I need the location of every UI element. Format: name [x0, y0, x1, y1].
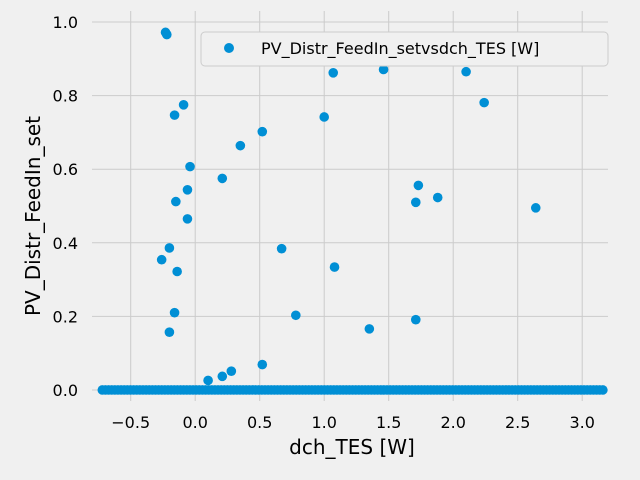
- data-point: [329, 262, 340, 272]
- data-point: [257, 359, 268, 370]
- data-point: [328, 68, 339, 78]
- data-point: [185, 161, 195, 172]
- y-axis-ticks: 0.0 0.2 0.4 0.6 0.8 1.0: [53, 13, 78, 400]
- data-point: [235, 140, 246, 151]
- zero-value-band: [97, 385, 608, 395]
- y-tick-label: 0.0: [53, 381, 78, 400]
- data-point: [432, 192, 443, 203]
- data-point: [410, 314, 421, 325]
- x-axis-ticks: −0.5 0.0 0.5 1.0 1.5 2.0 2.5 3.0: [111, 413, 595, 432]
- data-point: [257, 126, 268, 137]
- data-point: [276, 243, 287, 254]
- y-tick-label: 1.0: [53, 13, 78, 32]
- y-tick-label: 0.4: [53, 234, 78, 253]
- y-tick-label: 0.8: [53, 87, 78, 106]
- data-point: [182, 185, 193, 195]
- legend-box: [200, 31, 609, 67]
- grid: [92, 11, 608, 401]
- data-point: [319, 112, 330, 122]
- legend: PV_Distr_FeedIn_setvsdch_TES [W]: [200, 31, 609, 67]
- zero-point: [598, 385, 608, 395]
- data-point: [378, 64, 389, 75]
- y-tick-label: 0.2: [53, 307, 78, 326]
- data-point: [162, 29, 172, 40]
- x-axis-label: dch_TES [W]: [289, 435, 415, 459]
- data-point: [364, 324, 375, 334]
- x-tick-label: 1.5: [376, 413, 401, 432]
- data-point: [217, 173, 228, 184]
- data-point: [178, 100, 189, 110]
- x-tick-label: 0.5: [247, 413, 272, 432]
- data-point: [461, 66, 471, 77]
- data-point: [226, 366, 237, 376]
- data-point: [530, 203, 541, 213]
- x-tick-label: 0.0: [182, 413, 207, 432]
- data-point: [479, 97, 489, 108]
- x-tick-label: −0.5: [111, 413, 150, 432]
- data-point: [169, 110, 180, 120]
- y-axis-label: PV_Distr_FeedIn_set: [21, 116, 45, 316]
- data-point: [217, 371, 228, 382]
- data-point: [169, 307, 180, 318]
- legend-entry: PV_Distr_FeedIn_setvsdch_TES [W]: [261, 39, 539, 59]
- data-point: [156, 254, 167, 265]
- y-tick-label: 0.6: [53, 160, 78, 179]
- data-point: [172, 266, 182, 277]
- data-point: [171, 196, 181, 207]
- data-point: [164, 243, 175, 253]
- x-tick-label: 1.0: [311, 413, 336, 432]
- data-point: [203, 375, 213, 386]
- data-points: [156, 27, 541, 386]
- x-tick-label: 3.0: [569, 413, 594, 432]
- data-point: [291, 310, 301, 321]
- data-point: [413, 180, 424, 191]
- data-point: [164, 327, 175, 337]
- x-tick-label: 2.0: [440, 413, 465, 432]
- legend-marker: [224, 43, 234, 53]
- data-point: [410, 197, 421, 208]
- data-point: [182, 214, 193, 224]
- x-tick-label: 2.5: [505, 413, 530, 432]
